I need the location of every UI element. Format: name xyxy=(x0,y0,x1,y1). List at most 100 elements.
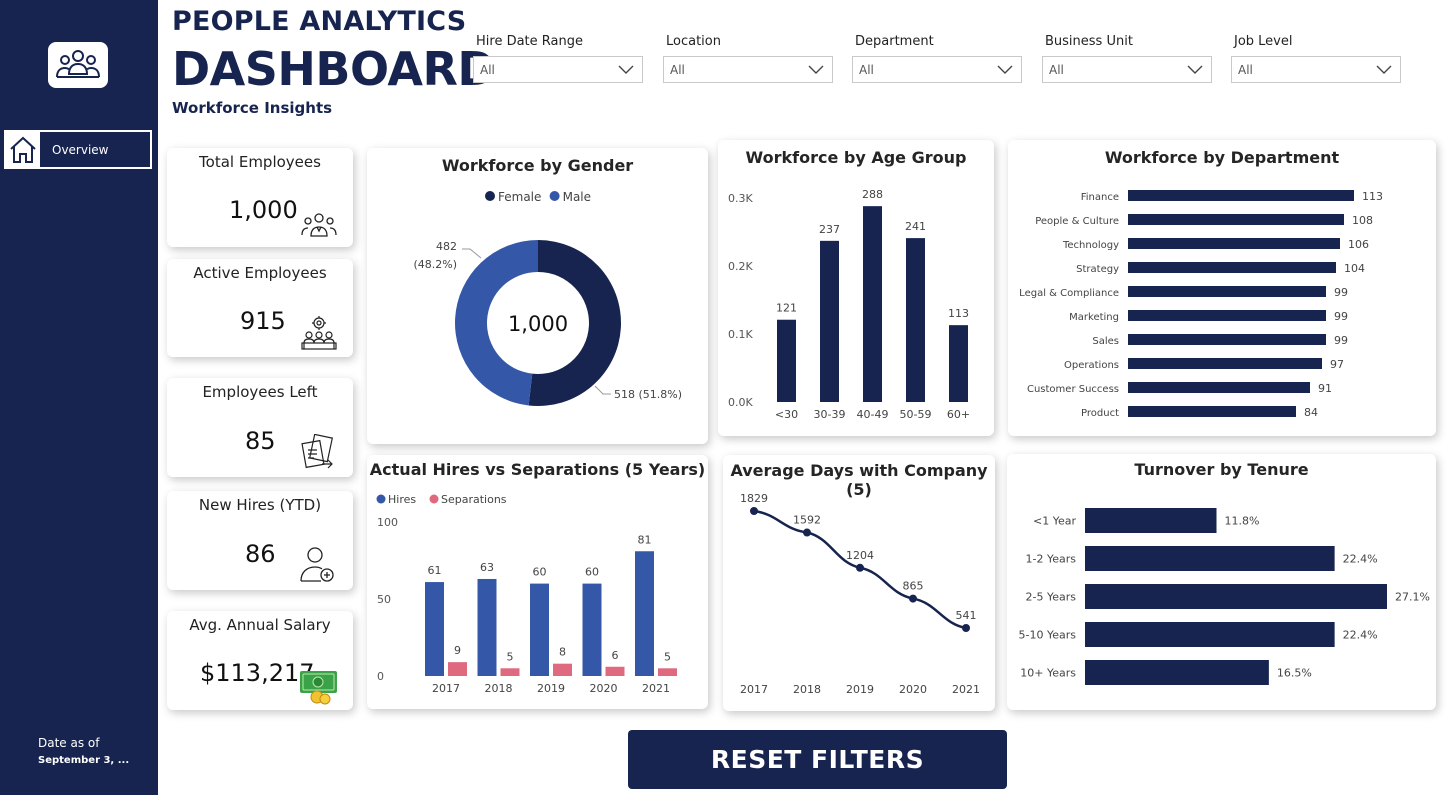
bar-hires-2021 xyxy=(635,551,654,676)
x-tick-label: 2017 xyxy=(740,683,768,696)
age-bar-chart: 0.0K 0.1K 0.2K 0.3K 121 <30 237 30-39 288 40-49 24… xyxy=(728,188,970,421)
data-label: 22.4% xyxy=(1343,553,1378,566)
bar-operations xyxy=(1128,358,1322,369)
leader-line xyxy=(594,385,611,395)
y-tick-label: 0.3K xyxy=(728,192,753,205)
job-level-select[interactable]: All xyxy=(1231,56,1401,83)
data-label: 60 xyxy=(585,566,599,579)
data-label: 61 xyxy=(428,564,442,577)
page-title-line1: PEOPLE ANALYTICS xyxy=(172,6,467,37)
y-tick-label: 0 xyxy=(377,670,384,683)
data-label: 113 xyxy=(948,307,969,320)
data-point xyxy=(909,594,917,603)
chart-card-department: Workforce by Department Finance 113 People… xyxy=(1008,140,1436,436)
bar-2-5-years xyxy=(1085,584,1387,609)
bar-marketing xyxy=(1128,310,1326,321)
people-group-icon xyxy=(301,213,337,237)
data-label: 9 xyxy=(454,644,461,657)
legend-marker xyxy=(429,494,439,504)
filter-label: Business Unit xyxy=(1045,34,1133,49)
kpi-card-avg-salary: Avg. Annual Salary $113,217 xyxy=(167,611,353,710)
sidebar-item-overview[interactable]: Overview xyxy=(4,130,152,169)
data-label: 1829 xyxy=(740,492,768,505)
data-point xyxy=(803,528,811,537)
kpi-value: 85 xyxy=(245,427,276,455)
bar--1-year xyxy=(1085,508,1217,533)
category-label: Technology xyxy=(1062,240,1119,251)
y-tick-label: 0.0K xyxy=(728,396,753,409)
chart-card-hires: Actual Hires vs Separations (5 Years) Hi… xyxy=(367,455,708,709)
category-label: Finance xyxy=(1081,192,1119,203)
category-label: Sales xyxy=(1092,336,1119,347)
data-label: 113 xyxy=(1362,190,1383,203)
legend-label: Male xyxy=(563,190,591,204)
filter-value: All xyxy=(1238,62,1253,77)
category-label: Marketing xyxy=(1069,312,1119,323)
data-point xyxy=(750,507,758,515)
data-label: 11.8% xyxy=(1224,515,1259,528)
category-label: 2-5 Years xyxy=(1026,591,1077,604)
category-label: People & Culture xyxy=(1035,216,1119,227)
donut-slice-female xyxy=(528,240,622,406)
kpi-title: New Hires (YTD) xyxy=(198,496,322,514)
kpi-card-employees-left: Employees Left 85 xyxy=(167,378,353,477)
data-label: 541 xyxy=(956,609,977,622)
bar-30-39 xyxy=(820,240,839,402)
data-label: 5 xyxy=(664,650,671,663)
data-label: 6 xyxy=(612,649,619,662)
x-tick-label: 2018 xyxy=(485,682,513,695)
filter-business-unit: Business Unit All xyxy=(1042,34,1212,83)
bar-40-49 xyxy=(863,206,882,402)
chevron-down-icon xyxy=(1187,65,1203,74)
bar-1-2-years xyxy=(1085,546,1335,571)
data-label: 104 xyxy=(1344,262,1365,275)
documents-exit-icon xyxy=(301,434,334,469)
home-icon xyxy=(6,132,42,167)
category-label: 1-2 Years xyxy=(1026,553,1077,566)
business-unit-select[interactable]: All xyxy=(1042,56,1212,83)
location-select[interactable]: All xyxy=(663,56,833,83)
x-tick-label: 2020 xyxy=(899,683,927,696)
page-subtitle: Workforce Insights xyxy=(172,99,333,117)
data-label: 237 xyxy=(819,223,840,236)
y-tick-label: 100 xyxy=(377,516,398,529)
kpi-value: $113,217 xyxy=(200,659,315,687)
y-tick-label: 0.2K xyxy=(728,260,753,273)
average-days-line-chart: 1829 2017 1592 2018 1204 2019 865 2020 541 2021 xyxy=(740,492,980,696)
data-label: 5 xyxy=(507,650,514,663)
y-tick-label: 0.1K xyxy=(728,328,753,341)
x-tick-label: 2020 xyxy=(590,682,618,695)
hire-date-range-select[interactable]: All xyxy=(473,56,643,83)
data-label: 106 xyxy=(1348,238,1369,251)
chart-card-turnover: Turnover by Tenure <1 Year 11.8% 1-2 Years… xyxy=(1007,454,1436,710)
data-label: 121 xyxy=(776,302,797,315)
chart-card-average-days: Average Days with Company (5) 1829 2017 15… xyxy=(723,455,995,711)
x-tick-label: 2018 xyxy=(793,683,821,696)
category-label: Legal & Compliance xyxy=(1019,288,1119,299)
data-label: 1204 xyxy=(846,549,874,562)
slice-label-male: 482 xyxy=(436,240,457,253)
legend-label: Hires xyxy=(388,493,416,506)
filter-job-level: Job Level All xyxy=(1231,34,1401,83)
filter-label: Hire Date Range xyxy=(476,34,583,49)
data-label: 63 xyxy=(480,561,494,574)
bar-separations-2021 xyxy=(658,668,677,676)
legend-label: Female xyxy=(498,190,541,204)
chart-card-gender: Workforce by Gender Female Male 1,000 518 (… xyxy=(367,148,708,444)
chart-title: Actual Hires vs Separations (5 Years) xyxy=(369,460,706,479)
bar-separations-2018 xyxy=(500,668,520,676)
kpi-value: 1,000 xyxy=(229,196,298,224)
bar-customer-success xyxy=(1128,382,1310,393)
legend-marker xyxy=(376,494,386,504)
money-icon xyxy=(300,671,337,705)
bar-hires-2019 xyxy=(530,583,549,676)
kpi-value: 86 xyxy=(245,540,276,568)
reset-filters-button[interactable]: RESET FILTERS xyxy=(628,730,1007,789)
y-tick-label: 50 xyxy=(377,593,391,606)
filter-location: Location All xyxy=(663,34,833,83)
chart-title: Workforce by Gender xyxy=(441,156,634,175)
department-select[interactable]: All xyxy=(852,56,1022,83)
sidebar: Overview Date as of September 3, ... xyxy=(0,0,158,795)
x-tick-label: 30-39 xyxy=(814,408,846,421)
turnover-bar-chart: <1 Year 11.8% 1-2 Years 22.4% 2-5 Years 27.1%… xyxy=(1019,508,1430,685)
